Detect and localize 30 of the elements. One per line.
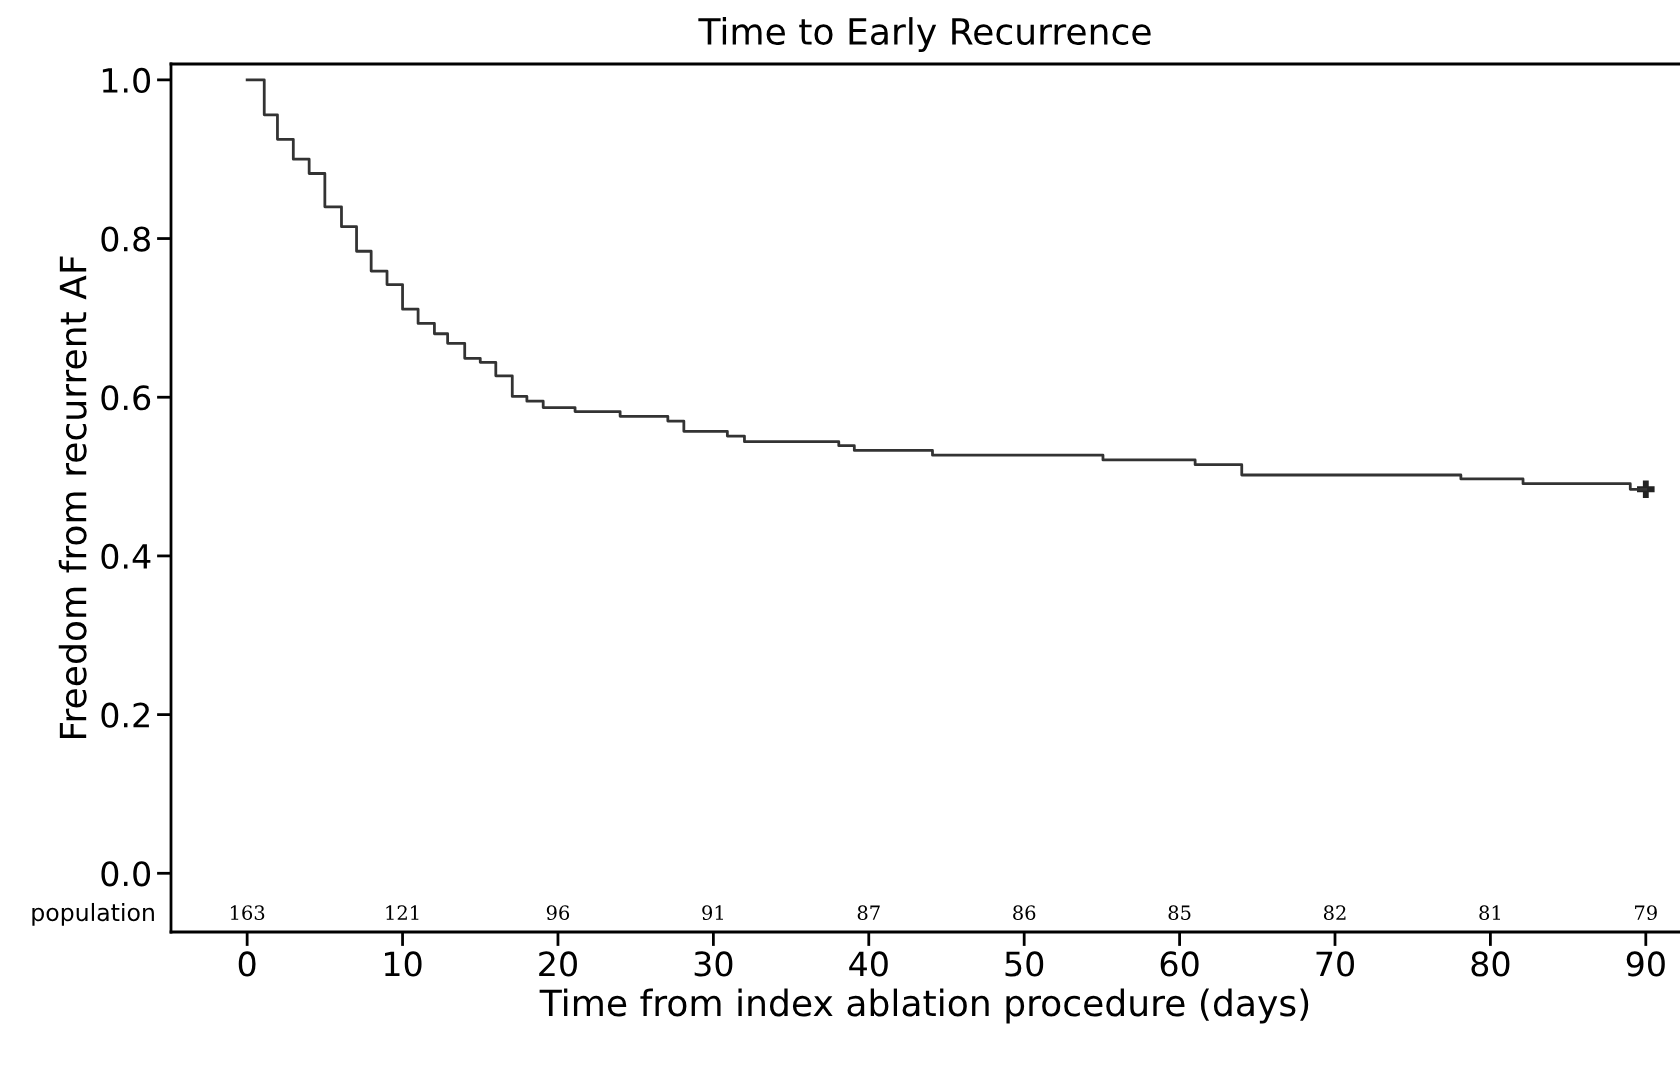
y-tick-label: 1.0 xyxy=(102,67,151,94)
x-tick-label: 10 xyxy=(385,951,422,977)
y-axis-title: Freedom from recurrent AF xyxy=(58,256,87,739)
annotation: 79 xyxy=(1635,905,1657,921)
x-tick-label: 70 xyxy=(1316,951,1354,977)
x-tick-label: 20 xyxy=(539,951,577,977)
y-tick-label: 0.2 xyxy=(101,702,149,728)
text: population xyxy=(32,902,154,926)
x-tick-label: 30 xyxy=(694,951,733,977)
annotation: 96 xyxy=(546,905,570,921)
x-axis-title: Time from index ablation procedure (days) xyxy=(539,988,1309,1024)
y-tick-label: 0.0 xyxy=(101,861,151,887)
annotation: 85 xyxy=(1168,905,1191,921)
annotation: 82 xyxy=(1323,905,1346,921)
y-tick-label: 0.6 xyxy=(101,385,151,411)
x-tick-label: 80 xyxy=(1471,951,1510,977)
annotation: 86 xyxy=(1013,905,1036,921)
x-tick-label: 0 xyxy=(238,951,256,977)
x-tick-label: 40 xyxy=(849,951,888,977)
annotation: 121 xyxy=(386,905,419,920)
x-tick-label: 60 xyxy=(1160,951,1199,977)
annotation: 163 xyxy=(230,905,265,921)
chart-title: Time to Early Recurrence xyxy=(698,17,1151,53)
x-tick-label: 50 xyxy=(1005,951,1044,977)
annotation: 81 xyxy=(1479,905,1501,921)
x-tick-label: 90 xyxy=(1626,951,1665,977)
y-tick-label: 0.8 xyxy=(101,226,150,252)
annotation: 91 xyxy=(702,905,723,921)
annotation: 87 xyxy=(857,905,880,921)
y-tick-label: 0.4 xyxy=(101,543,151,570)
